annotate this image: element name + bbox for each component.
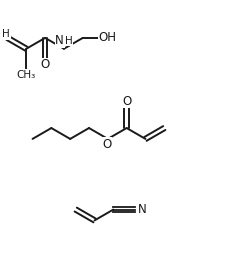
Text: O: O	[122, 95, 131, 108]
Text: O: O	[40, 58, 50, 71]
Text: O: O	[102, 138, 111, 151]
Text: H: H	[65, 36, 73, 46]
Text: OH: OH	[99, 31, 117, 44]
Text: N: N	[138, 203, 146, 216]
Text: H: H	[2, 29, 10, 39]
Text: N: N	[55, 34, 64, 47]
Text: CH₃: CH₃	[17, 70, 36, 80]
